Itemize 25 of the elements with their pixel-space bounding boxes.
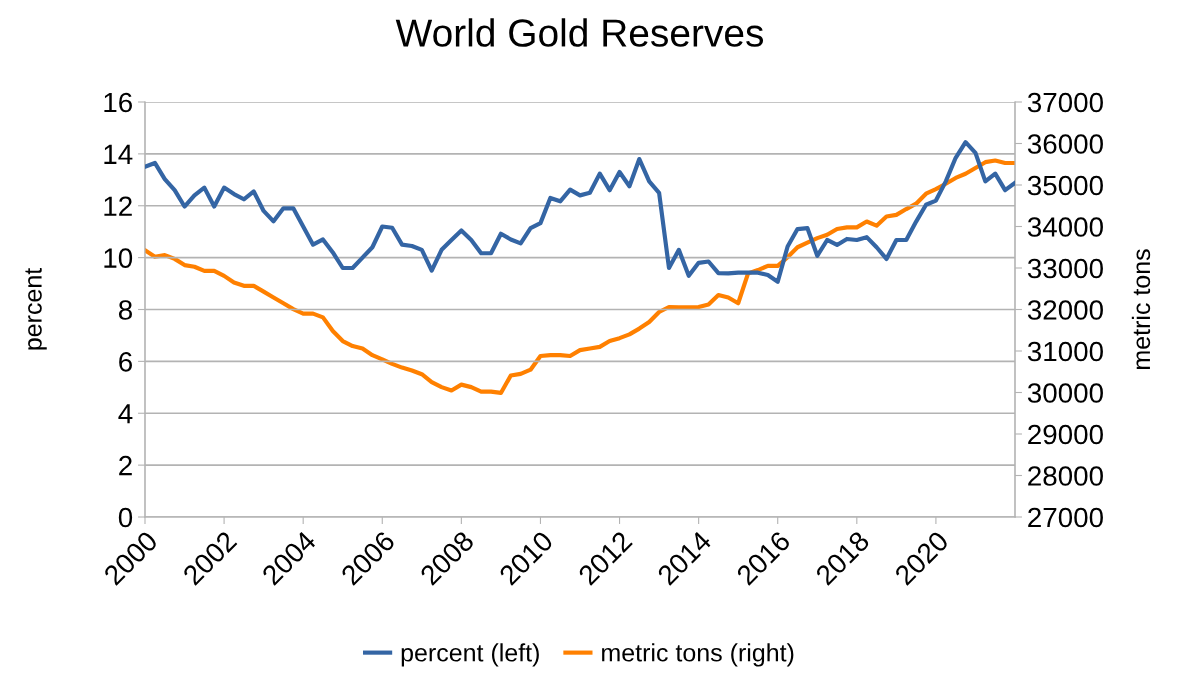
y2-tick-label: 31000 xyxy=(1027,341,1103,362)
y2-tick-label: 28000 xyxy=(1028,466,1103,486)
legend-label: metric tons (right) xyxy=(602,643,794,667)
chart-title: World Gold Reserves xyxy=(395,18,764,47)
y-tick-label: 16 xyxy=(104,92,132,113)
y2-tick-label: 34000 xyxy=(1027,217,1103,237)
legend-label: percent (left) xyxy=(401,643,539,667)
y2-tick-label: 36000 xyxy=(1027,134,1103,154)
y2-tick-label: 33000 xyxy=(1027,258,1103,279)
y-tick-label: 6 xyxy=(119,352,132,372)
y-tick-label: 14 xyxy=(104,144,133,164)
y2-tick-label: 29000 xyxy=(1028,424,1103,445)
y2-tick-label: 32000 xyxy=(1027,300,1103,320)
y2-tick-label: 37000 xyxy=(1027,92,1103,113)
y-tick-label: 4 xyxy=(118,404,133,424)
y2-tick-label: 30000 xyxy=(1027,383,1103,403)
y2-tick-label: 27000 xyxy=(1028,507,1103,528)
y-tick-label: 8 xyxy=(118,300,132,320)
y-axis-title: percent xyxy=(25,267,47,350)
y-tick-label: 0 xyxy=(118,507,133,528)
y2-tick-label: 35000 xyxy=(1027,175,1103,196)
y-tick-label: 10 xyxy=(104,248,133,268)
y-tick-label: 12 xyxy=(104,196,132,216)
y2-axis-title: metric tons xyxy=(1131,249,1151,369)
y-tick-label: 2 xyxy=(119,455,132,476)
